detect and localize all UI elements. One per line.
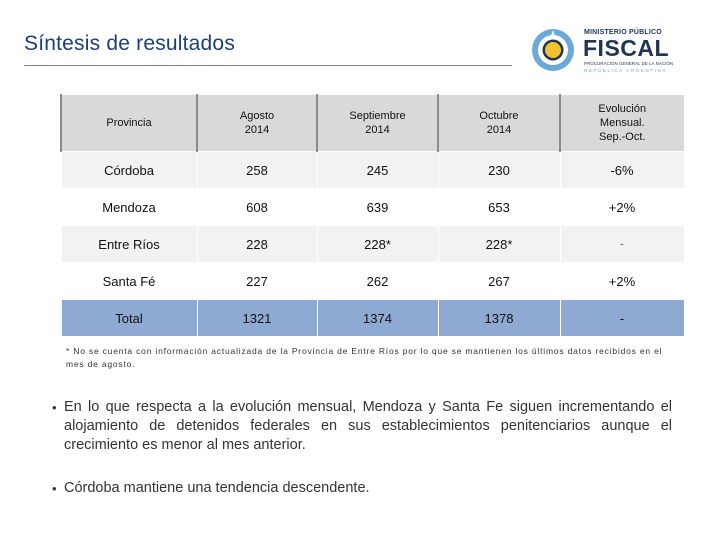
logo-line-3: PROCURACIÓN GENERAL DE LA NACIÓN — [584, 61, 674, 66]
table-cell: 228* — [437, 225, 561, 263]
table-cell: 258 — [196, 151, 318, 189]
bullet-icon: • — [52, 481, 57, 496]
logo-line-2: FISCAL — [583, 35, 670, 61]
table-cell: -6% — [559, 151, 685, 189]
table-cell: 639 — [316, 188, 439, 226]
title-divider — [24, 65, 512, 66]
table-row: Santa Fé 227 262 267 +2% — [60, 262, 685, 300]
table-cell: - — [559, 225, 685, 263]
table-row: Entre Ríos 228 228* 228* - — [60, 225, 685, 263]
table-header-row: Provincia Agosto 2014 Septiembre 2014 Octu… — [60, 94, 685, 152]
table-cell: Córdoba — [60, 151, 198, 189]
table-cell: +2% — [559, 262, 685, 300]
bullet-text: Córdoba mantiene una tendencia descenden… — [64, 480, 370, 496]
logo-line-4: REPÚBLICA ARGENTINA — [584, 68, 667, 73]
bullet-item: • Córdoba mantiene una tendencia descend… — [52, 479, 672, 498]
table-cell: 1321 — [196, 299, 318, 337]
table-total-row: Total 1321 1374 1378 - — [60, 299, 685, 337]
sun-emblem-icon — [532, 29, 574, 71]
logo-line-1: MINISTERIO PÚBLICO — [584, 29, 662, 36]
table-cell: 245 — [316, 151, 439, 189]
column-header: Evolución Mensual. Sep.-Oct. — [559, 94, 685, 152]
results-table: Provincia Agosto 2014 Septiembre 2014 Octu… — [60, 94, 685, 337]
table-row: Córdoba 258 245 230 -6% — [60, 151, 685, 189]
column-header: Octubre 2014 — [437, 94, 561, 152]
table-cell: 262 — [316, 262, 439, 300]
bullet-item: • En lo que respecta a la evolución mens… — [52, 398, 672, 455]
column-header: Septiembre 2014 — [316, 94, 439, 152]
bullet-list: • En lo que respecta a la evolución mens… — [52, 398, 672, 498]
table-row: Mendoza 608 639 653 +2% — [60, 188, 685, 226]
table-cell: 228* — [316, 225, 439, 263]
table-cell: 227 — [196, 262, 318, 300]
page-title: Síntesis de resultados — [24, 32, 236, 55]
table-cell: +2% — [559, 188, 685, 226]
table-cell: 267 — [437, 262, 561, 300]
bullet-text: En lo que respecta a la evolución mensua… — [64, 399, 672, 453]
table-cell: Mendoza — [60, 188, 198, 226]
table-cell: 230 — [437, 151, 561, 189]
table-cell: 228 — [196, 225, 318, 263]
table-cell: 1374 — [316, 299, 439, 337]
bullet-icon: • — [52, 400, 57, 415]
table-cell: - — [559, 299, 685, 337]
table-cell: Entre Ríos — [60, 225, 198, 263]
ministerio-publico-fiscal-logo: MINISTERIO PÚBLICO FISCAL PROCURACIÓN GE… — [528, 26, 673, 78]
column-header: Provincia — [60, 94, 198, 152]
table-cell: 653 — [437, 188, 561, 226]
table-footnote: * No se cuenta con información actualiza… — [66, 346, 663, 369]
table-cell: Total — [60, 299, 198, 337]
table-cell: 608 — [196, 188, 318, 226]
table-cell: Santa Fé — [60, 262, 198, 300]
table-cell: 1378 — [437, 299, 561, 337]
column-header: Agosto 2014 — [196, 94, 318, 152]
